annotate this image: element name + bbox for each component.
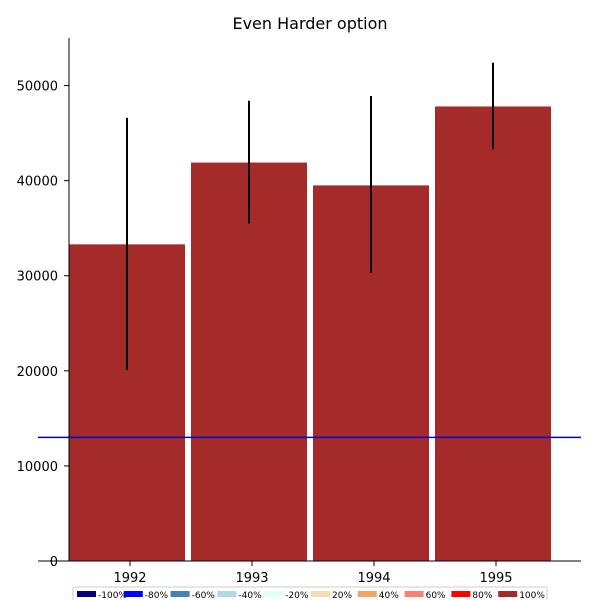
legend-label-3: -40% [238, 591, 262, 600]
legend-swatch-6 [357, 591, 377, 597]
y-tick-label-0: 0 [50, 555, 58, 570]
x-tick-label-1992: 1992 [113, 571, 146, 586]
legend-swatch-3 [217, 591, 237, 597]
plot-area: 1992 1993 1994 1995 0 10000 20000 30000 40000 500… [17, 38, 581, 586]
x-tick-label-1994: 1994 [357, 571, 390, 586]
legend-label-1: -80% [145, 591, 169, 600]
legend-label-5: 20% [332, 591, 352, 600]
y-tick-label-30000: 30000 [17, 270, 58, 285]
legend-label-4: -20% [285, 591, 309, 600]
legend-swatch-1 [123, 591, 143, 597]
legend: -100% -80% -60% -40% -20% 20% 40% 60% 80% 100% [72, 586, 548, 600]
x-tick-label-1995: 1995 [479, 571, 512, 586]
legend-frame [72, 586, 548, 600]
legend-swatch-0 [77, 591, 96, 597]
y-tick-label-40000: 40000 [17, 175, 58, 190]
legend-swatch-4 [264, 591, 284, 597]
bar-1995 [435, 106, 551, 561]
legend-swatch-9 [498, 591, 518, 597]
y-tick-label-50000: 50000 [17, 80, 58, 95]
legend-label-8: 80% [472, 591, 492, 600]
legend-swatch-5 [311, 591, 330, 597]
legend-swatch-2 [170, 591, 190, 597]
bar-1993 [191, 162, 307, 561]
legend-swatch-8 [451, 591, 471, 597]
y-tick-label-20000: 20000 [17, 365, 58, 380]
legend-label-9: 100% [519, 591, 545, 600]
legend-label-6: 40% [379, 591, 399, 600]
y-tick-label-10000: 10000 [17, 460, 58, 475]
legend-label-7: 60% [426, 591, 446, 600]
legend-label-2: -60% [192, 591, 216, 600]
legend-label-0: -100% [98, 591, 127, 600]
legend-swatch-7 [404, 591, 424, 597]
chart-title: Even Harder option [232, 14, 387, 33]
x-tick-label-1993: 1993 [235, 571, 268, 586]
